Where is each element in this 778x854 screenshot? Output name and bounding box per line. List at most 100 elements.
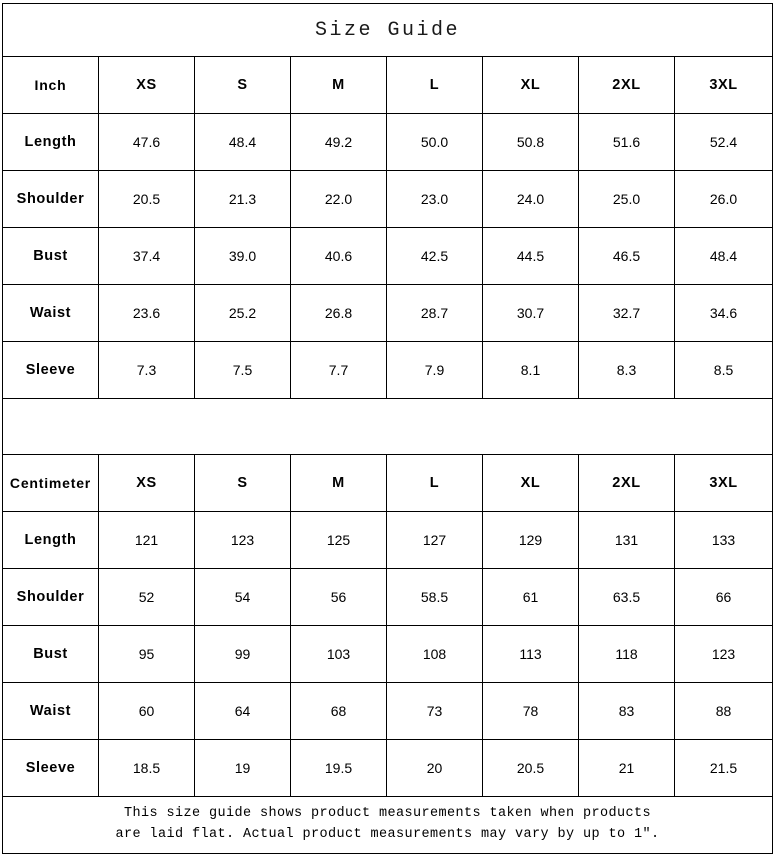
measurement-value-bust-xl: 113 xyxy=(482,625,579,683)
header-row-centimeter: Centimeter XS S M L XL 2XL 3XL xyxy=(2,454,774,512)
measurement-label-bust: Bust xyxy=(2,625,99,683)
measurement-value-bust-3xl: 123 xyxy=(673,625,774,683)
measurement-label-waist: Waist xyxy=(2,682,99,740)
size-header-m: M xyxy=(290,454,387,512)
measurement-value-length-xl: 50.8 xyxy=(482,113,579,171)
table-row: Length 47.6 48.4 49.2 50.0 50.8 51.6 52.4 xyxy=(2,113,774,171)
measurement-value-waist-xl: 30.7 xyxy=(482,284,579,342)
measurement-value-length-3xl: 133 xyxy=(673,511,774,569)
table-spacer xyxy=(1,398,774,455)
size-header-s: S xyxy=(194,56,291,114)
measurement-value-waist-3xl: 34.6 xyxy=(673,284,774,342)
measurement-value-sleeve-m: 7.7 xyxy=(290,341,387,399)
measurement-value-length-m: 125 xyxy=(290,511,387,569)
size-header-2xl: 2XL xyxy=(578,454,675,512)
measurement-value-bust-2xl: 118 xyxy=(578,625,675,683)
table-row: Bust 37.4 39.0 40.6 42.5 44.5 46.5 48.4 xyxy=(2,227,774,285)
measurement-value-shoulder-s: 21.3 xyxy=(194,170,291,228)
measurement-value-waist-l: 28.7 xyxy=(386,284,483,342)
table-row: Bust 95 99 103 108 113 118 123 xyxy=(2,625,774,683)
measurement-value-shoulder-xl: 24.0 xyxy=(482,170,579,228)
measurement-value-waist-xl: 78 xyxy=(482,682,579,740)
measurement-value-sleeve-3xl: 8.5 xyxy=(673,341,774,399)
size-header-3xl: 3XL xyxy=(673,56,774,114)
measurement-value-shoulder-xl: 61 xyxy=(482,568,579,626)
measurement-value-sleeve-xs: 7.3 xyxy=(98,341,195,399)
table-row: Shoulder 20.5 21.3 22.0 23.0 24.0 25.0 26.0 xyxy=(2,170,774,228)
size-header-3xl: 3XL xyxy=(673,454,774,512)
measurement-value-sleeve-l: 20 xyxy=(386,739,483,797)
measurement-value-sleeve-3xl: 21.5 xyxy=(673,739,774,797)
measurement-value-length-m: 49.2 xyxy=(290,113,387,171)
table-row: Shoulder 52 54 56 58.5 61 63.5 66 xyxy=(2,568,774,626)
measurement-value-waist-l: 73 xyxy=(386,682,483,740)
measurement-value-shoulder-3xl: 66 xyxy=(673,568,774,626)
measurement-value-shoulder-xs: 20.5 xyxy=(98,170,195,228)
measurement-value-bust-s: 99 xyxy=(194,625,291,683)
size-header-l: L xyxy=(386,454,483,512)
table-row: Sleeve 18.5 19 19.5 20 20.5 21 21.5 xyxy=(2,739,774,797)
table-row: Waist 60 64 68 73 78 83 88 xyxy=(2,682,774,740)
measurement-label-shoulder: Shoulder xyxy=(2,170,99,228)
measurement-label-waist: Waist xyxy=(2,284,99,342)
measurement-value-bust-xs: 95 xyxy=(98,625,195,683)
measurement-value-sleeve-2xl: 21 xyxy=(578,739,675,797)
measurement-value-waist-m: 68 xyxy=(290,682,387,740)
footer-note-line-1: This size guide shows product measuremen… xyxy=(123,806,652,822)
header-row-inch: Inch XS S M L XL 2XL 3XL xyxy=(2,56,774,114)
measurement-value-bust-m: 40.6 xyxy=(290,227,387,285)
size-header-s: S xyxy=(194,454,291,512)
measurement-label-sleeve: Sleeve xyxy=(2,341,99,399)
measurement-value-bust-xl: 44.5 xyxy=(482,227,579,285)
measurement-value-sleeve-xl: 8.1 xyxy=(482,341,579,399)
measurement-label-bust: Bust xyxy=(2,227,99,285)
measurement-value-shoulder-l: 58.5 xyxy=(386,568,483,626)
footer-note: This size guide shows product measuremen… xyxy=(1,796,774,854)
measurement-value-shoulder-3xl: 26.0 xyxy=(673,170,774,228)
measurement-value-sleeve-xl: 20.5 xyxy=(482,739,579,797)
measurement-value-waist-2xl: 83 xyxy=(578,682,675,740)
measurement-value-shoulder-m: 56 xyxy=(290,568,387,626)
size-header-xs: XS xyxy=(98,56,195,114)
measurement-value-shoulder-xs: 52 xyxy=(98,568,195,626)
measurement-value-bust-2xl: 46.5 xyxy=(578,227,675,285)
measurement-label-shoulder: Shoulder xyxy=(2,568,99,626)
measurement-value-bust-xs: 37.4 xyxy=(98,227,195,285)
footer-note-line-2: are laid flat. Actual product measuremen… xyxy=(115,827,660,842)
measurement-value-bust-s: 39.0 xyxy=(194,227,291,285)
size-header-xs: XS xyxy=(98,454,195,512)
measurement-label-length: Length xyxy=(2,113,99,171)
measurement-value-length-l: 127 xyxy=(386,511,483,569)
measurement-value-length-2xl: 131 xyxy=(578,511,675,569)
measurement-value-length-xs: 121 xyxy=(98,511,195,569)
measurement-value-waist-s: 64 xyxy=(194,682,291,740)
measurement-value-waist-xs: 60 xyxy=(98,682,195,740)
title-row: Size Guide xyxy=(1,3,774,57)
size-header-2xl: 2XL xyxy=(578,56,675,114)
table-row: Sleeve 7.3 7.5 7.7 7.9 8.1 8.3 8.5 xyxy=(2,341,774,399)
measurement-value-sleeve-s: 19 xyxy=(194,739,291,797)
measurement-value-length-s: 48.4 xyxy=(194,113,291,171)
page-title: Size Guide xyxy=(1,3,774,57)
measurement-value-bust-l: 108 xyxy=(386,625,483,683)
measurement-value-sleeve-s: 7.5 xyxy=(194,341,291,399)
measurement-value-shoulder-s: 54 xyxy=(194,568,291,626)
measurement-value-length-l: 50.0 xyxy=(386,113,483,171)
measurement-value-length-3xl: 52.4 xyxy=(673,113,774,171)
measurement-value-sleeve-l: 7.9 xyxy=(386,341,483,399)
measurement-value-bust-l: 42.5 xyxy=(386,227,483,285)
table-spacer-row xyxy=(1,398,774,455)
measurement-value-shoulder-m: 22.0 xyxy=(290,170,387,228)
measurement-value-shoulder-l: 23.0 xyxy=(386,170,483,228)
measurement-value-bust-m: 103 xyxy=(290,625,387,683)
size-header-xl: XL xyxy=(482,56,579,114)
measurement-value-length-xl: 129 xyxy=(482,511,579,569)
size-header-l: L xyxy=(386,56,483,114)
measurement-value-waist-2xl: 32.7 xyxy=(578,284,675,342)
size-guide-table: Size Guide Inch XS S M L XL 2XL 3XL Length 47.6 48.… xyxy=(1,3,774,854)
measurement-value-waist-xs: 23.6 xyxy=(98,284,195,342)
measurement-value-length-s: 123 xyxy=(194,511,291,569)
measurement-value-length-2xl: 51.6 xyxy=(578,113,675,171)
measurement-value-sleeve-m: 19.5 xyxy=(290,739,387,797)
measurement-label-length: Length xyxy=(2,511,99,569)
